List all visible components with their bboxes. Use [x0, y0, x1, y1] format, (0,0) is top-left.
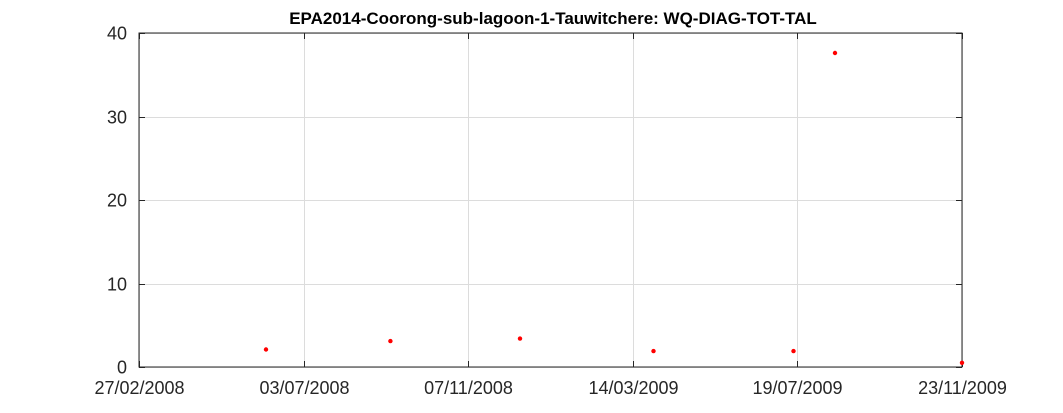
- y-tick-labels: 0 10 20 30 40: [107, 24, 127, 378]
- data-point: [517, 336, 523, 341]
- x-tick-label: 27/02/2008: [94, 378, 184, 398]
- y-tick-label: 30: [107, 108, 127, 128]
- y-tick-label: 10: [107, 275, 127, 295]
- y-tick-label: 40: [107, 24, 127, 44]
- data-point: [388, 338, 393, 344]
- data-point: [791, 348, 796, 354]
- data-point: [959, 360, 965, 365]
- data-point: [832, 50, 838, 56]
- data-point: [651, 348, 656, 354]
- y-tick-label: 0: [117, 358, 127, 378]
- x-tick-label: 07/11/2008: [424, 378, 513, 398]
- data-points: [263, 50, 965, 365]
- data-point: [263, 347, 269, 352]
- x-tick-label: 14/03/2009: [588, 378, 678, 398]
- y-tick-label: 20: [107, 191, 127, 211]
- chart-title: EPA2014-Coorong-sub-lagoon-1-Tauwitchere…: [289, 9, 817, 28]
- x-tick-labels: 27/02/2008 03/07/2008 07/11/2008 14/03/2009…: [94, 378, 1006, 398]
- x-tick-label: 03/07/2008: [259, 378, 349, 398]
- x-tick-label: 23/11/2009: [918, 378, 1007, 398]
- x-tick-label: 19/07/2009: [752, 378, 842, 398]
